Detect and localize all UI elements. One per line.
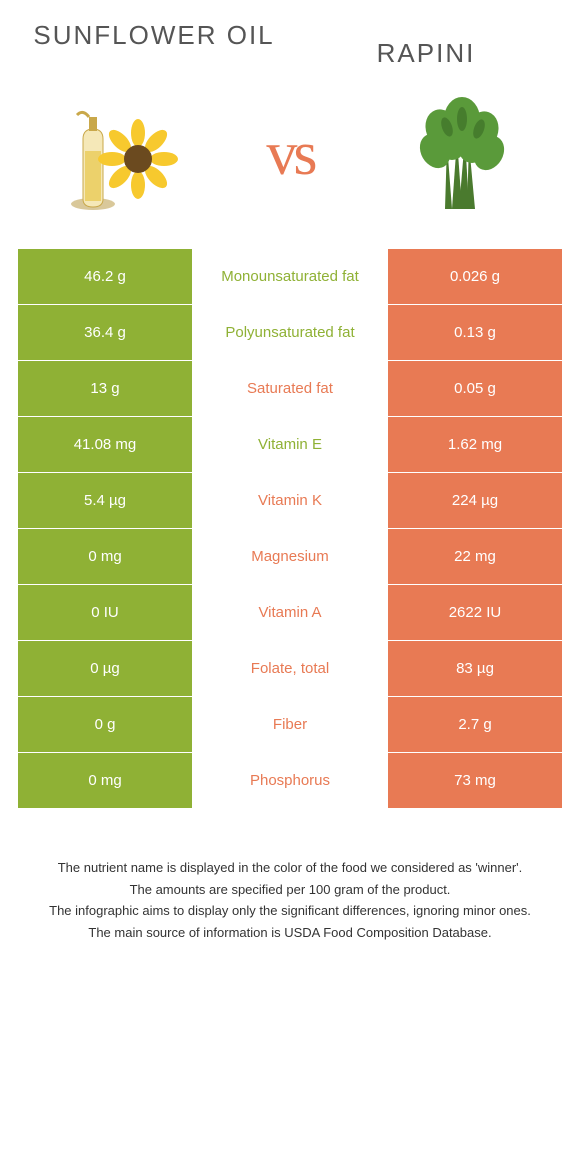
cell-nutrient-label: Polyunsaturated fat xyxy=(192,305,388,360)
table-row: 0 mgMagnesium22 mg xyxy=(18,529,562,584)
cell-right-value: 224 µg xyxy=(388,473,562,528)
rapini-icon xyxy=(392,84,532,224)
cell-left-value: 36.4 g xyxy=(18,305,192,360)
cell-nutrient-label: Folate, total xyxy=(192,641,388,696)
table-row: 36.4 gPolyunsaturated fat0.13 g xyxy=(18,305,562,360)
comparison-table: 46.2 gMonounsaturated fat0.026 g36.4 gPo… xyxy=(18,249,562,808)
cell-nutrient-label: Fiber xyxy=(192,697,388,752)
cell-right-value: 0.13 g xyxy=(388,305,562,360)
infographic-container: Sunflower oil Rapini xyxy=(0,0,580,964)
food-left-title: Sunflower oil xyxy=(33,20,274,51)
cell-left-value: 46.2 g xyxy=(18,249,192,304)
sunflower-oil-icon xyxy=(48,84,188,224)
vs-label: vs xyxy=(266,119,313,190)
cell-right-value: 22 mg xyxy=(388,529,562,584)
cell-left-value: 41.08 mg xyxy=(18,417,192,472)
cell-left-value: 13 g xyxy=(18,361,192,416)
table-row: 46.2 gMonounsaturated fat0.026 g xyxy=(18,249,562,304)
cell-nutrient-label: Monounsaturated fat xyxy=(192,249,388,304)
cell-nutrient-label: Phosphorus xyxy=(192,753,388,808)
cell-nutrient-label: Saturated fat xyxy=(192,361,388,416)
cell-nutrient-label: Vitamin K xyxy=(192,473,388,528)
header: Sunflower oil Rapini xyxy=(18,20,562,69)
cell-right-value: 73 mg xyxy=(388,753,562,808)
table-row: 0 IUVitamin A2622 IU xyxy=(18,585,562,640)
table-row: 0 gFiber2.7 g xyxy=(18,697,562,752)
food-right-title: Rapini xyxy=(377,38,476,69)
footnotes: The nutrient name is displayed in the co… xyxy=(18,858,562,942)
cell-left-value: 0 IU xyxy=(18,585,192,640)
table-row: 13 gSaturated fat0.05 g xyxy=(18,361,562,416)
cell-right-value: 2622 IU xyxy=(388,585,562,640)
table-row: 0 µgFolate, total83 µg xyxy=(18,641,562,696)
cell-nutrient-label: Vitamin E xyxy=(192,417,388,472)
footnote-line: The main source of information is USDA F… xyxy=(28,923,552,943)
cell-nutrient-label: Vitamin A xyxy=(192,585,388,640)
cell-right-value: 83 µg xyxy=(388,641,562,696)
cell-left-value: 0 mg xyxy=(18,753,192,808)
table-row: 41.08 mgVitamin E1.62 mg xyxy=(18,417,562,472)
footnote-line: The nutrient name is displayed in the co… xyxy=(28,858,552,878)
cell-right-value: 2.7 g xyxy=(388,697,562,752)
cell-left-value: 0 mg xyxy=(18,529,192,584)
table-row: 0 mgPhosphorus73 mg xyxy=(18,753,562,808)
footnote-line: The amounts are specified per 100 gram o… xyxy=(28,880,552,900)
cell-right-value: 0.05 g xyxy=(388,361,562,416)
footnote-line: The infographic aims to display only the… xyxy=(28,901,552,921)
cell-left-value: 0 µg xyxy=(18,641,192,696)
cell-left-value: 5.4 µg xyxy=(18,473,192,528)
cell-nutrient-label: Magnesium xyxy=(192,529,388,584)
cell-left-value: 0 g xyxy=(18,697,192,752)
food-left-header: Sunflower oil xyxy=(18,20,290,51)
food-right-header: Rapini xyxy=(290,20,562,69)
table-row: 5.4 µgVitamin K224 µg xyxy=(18,473,562,528)
images-row: vs xyxy=(18,84,562,224)
cell-right-value: 0.026 g xyxy=(388,249,562,304)
cell-right-value: 1.62 mg xyxy=(388,417,562,472)
